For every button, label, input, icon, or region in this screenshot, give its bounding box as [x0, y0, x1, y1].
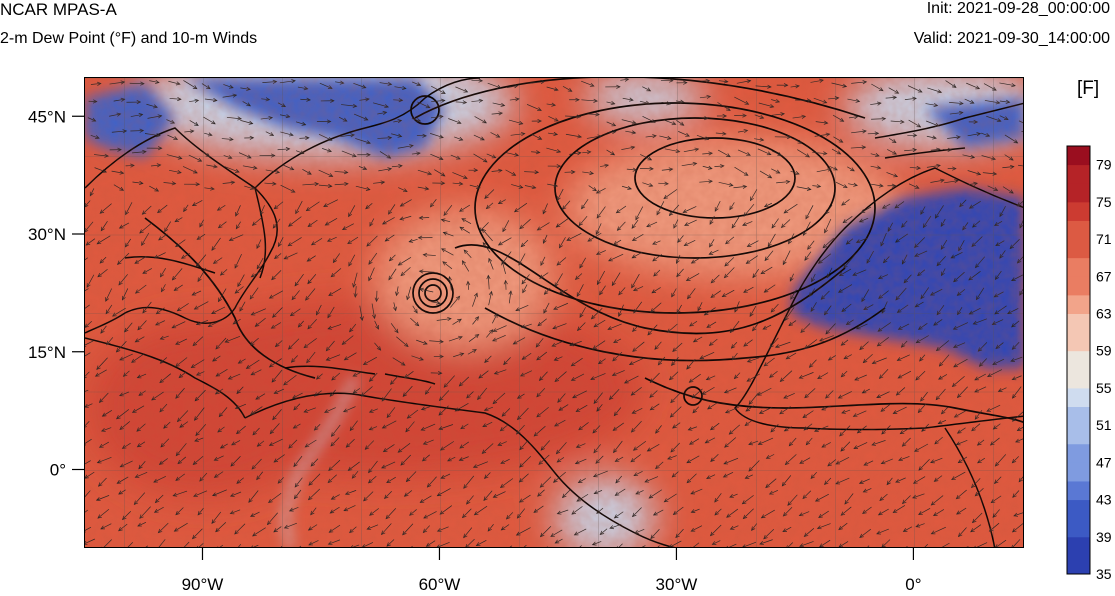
colorbar-label: 67	[1096, 268, 1112, 284]
lon-tick-label: 30°W	[656, 575, 698, 594]
colorbar-segment	[1067, 183, 1090, 203]
colorbar-segment	[1067, 276, 1090, 296]
colorbar-segment	[1067, 387, 1090, 408]
colorbar-segment	[1067, 201, 1090, 221]
colorbar-segment	[1067, 257, 1090, 277]
colorbar-label: 43	[1096, 492, 1112, 508]
colorbar-label: 63	[1096, 305, 1112, 321]
map-panel	[84, 77, 1024, 548]
colorbar-segment	[1067, 164, 1090, 184]
longitude-ticks: 90°W 60°W 30°W 0°	[182, 548, 922, 594]
colorbar-segment	[1067, 518, 1090, 538]
colorbar-units: [F]	[1077, 78, 1100, 99]
colorbar-segment	[1067, 146, 1090, 166]
colorbar-segment	[1067, 294, 1090, 314]
colorbar-label: 35	[1096, 566, 1112, 582]
colorbar-segment	[1067, 239, 1090, 259]
lon-tick-label: 60°W	[419, 575, 461, 594]
colorbar-segment	[1067, 443, 1090, 463]
colorbar-label: 55	[1096, 380, 1112, 396]
colorbar-label: 71	[1096, 231, 1112, 247]
lat-tick-label: 30°N	[28, 225, 66, 244]
valid-time: Valid: 2021-09-30_14:00:00	[913, 30, 1110, 47]
colorbar-segment	[1067, 536, 1090, 556]
colorbar-segment	[1067, 332, 1090, 352]
colorbar-label: 59	[1096, 343, 1112, 359]
map-svg	[85, 78, 1023, 547]
lon-tick-label: 0°	[905, 575, 921, 594]
field-title: 2-m Dew Point (°F) and 10-m Winds	[0, 30, 258, 47]
colorbar-segment	[1067, 313, 1090, 333]
colorbar-label: 51	[1096, 417, 1112, 433]
init-time: Init: 2021-09-28_00:00:00	[926, 0, 1110, 17]
colorbar-segment	[1067, 499, 1090, 519]
colorbar-label: 79	[1096, 157, 1112, 173]
colorbar-segment	[1067, 406, 1090, 426]
colorbar-segment	[1067, 462, 1090, 482]
colorbar-label: 75	[1096, 194, 1112, 210]
colorbar-label: 39	[1096, 529, 1112, 545]
colorbar-segment	[1067, 220, 1090, 240]
colorbar-segment	[1067, 369, 1090, 389]
lat-tick-label: 0°	[50, 461, 66, 480]
colorbar-segment	[1067, 350, 1090, 370]
colorbar: 79 75 71 67 63 59 55 51 47 43 39 35	[1066, 145, 1112, 582]
model-title: NCAR MPAS-A	[0, 0, 117, 19]
colorbar-segment	[1067, 425, 1090, 445]
lat-tick-label: 15°N	[28, 343, 66, 362]
colorbar-segment	[1067, 480, 1090, 501]
colorbar-label: 47	[1096, 454, 1112, 470]
lat-tick-label: 45°N	[28, 107, 66, 126]
colorbar-segment	[1067, 555, 1090, 575]
lon-tick-label: 90°W	[182, 575, 224, 594]
latitude-ticks: 45°N 30°N 15°N 0°	[28, 107, 84, 480]
